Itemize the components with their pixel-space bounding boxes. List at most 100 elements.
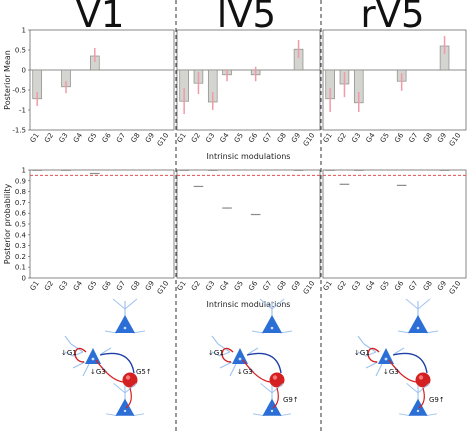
- x-tick-label-G10: G10: [448, 132, 463, 148]
- inhibitory-interneuron: [269, 372, 285, 388]
- dendrite: [375, 363, 383, 377]
- x-tick-label-G5: G5: [86, 280, 98, 293]
- x-tick-label-G1: G1: [322, 132, 334, 145]
- bar-G6: [396, 184, 407, 186]
- plot-frame: [176, 29, 321, 131]
- dendrite: [417, 298, 431, 310]
- x-tick-label-G3: G3: [57, 132, 69, 145]
- soma: [115, 315, 135, 333]
- g-label-G9: G9↑: [283, 396, 299, 404]
- connection: [242, 359, 271, 383]
- soma: [262, 398, 282, 416]
- x-tick-label-G1: G1: [29, 132, 41, 145]
- x-tick-label-G7: G7: [115, 280, 127, 293]
- highlight: [272, 375, 278, 380]
- x-tick-label-G9: G9: [144, 132, 156, 145]
- y-tick-label: 0: [22, 67, 26, 75]
- plot-frame: [29, 169, 175, 279]
- y-tick-label: 0.3: [15, 242, 26, 250]
- deep-pyramidal: [252, 383, 292, 417]
- y-tick-label: 0.2: [15, 253, 26, 261]
- connection: [125, 387, 132, 409]
- connection: [99, 352, 135, 374]
- x-tick-label-G6: G6: [247, 279, 260, 292]
- dendrite: [425, 413, 438, 417]
- x-axis-label: Intrinsic modulations: [207, 152, 291, 161]
- bar-G3: [207, 169, 218, 171]
- interneuron: [415, 372, 431, 388]
- y-tick-label: 1: [22, 27, 26, 35]
- x-tick-label-G7: G7: [407, 132, 419, 145]
- dendrite: [132, 330, 146, 334]
- nucleus: [270, 409, 274, 413]
- bar-G3: [353, 169, 364, 171]
- x-tick-label-G4: G4: [218, 279, 231, 292]
- dendrite: [124, 383, 137, 394]
- chart-5: G1 G2 G3 G4 G5 G6 G7 G8 G9 G10: [322, 169, 467, 296]
- x-tick-label-G7: G7: [115, 132, 127, 145]
- dendrite: [365, 361, 379, 369]
- connection: [246, 352, 282, 374]
- dendrite: [397, 330, 411, 334]
- x-tick-label-G10: G10: [156, 280, 171, 296]
- dendrite: [124, 298, 138, 310]
- g-label-G5: G5↑: [136, 368, 152, 376]
- x-tick-label-G5: G5: [86, 132, 98, 145]
- x-tick-label-G3: G3: [204, 280, 216, 293]
- soma: [115, 398, 135, 416]
- deep-pyramidal: [105, 383, 145, 417]
- dendrite: [357, 351, 367, 357]
- connection: [418, 387, 425, 409]
- x-tick-label-G4: G4: [72, 131, 85, 144]
- dendrite: [357, 335, 365, 345]
- y-tick-label: -0.5: [12, 87, 26, 95]
- circuit-diagram-0: ↓G1 ↓G3 G5↑: [61, 298, 152, 417]
- x-tick-label-G6: G6: [101, 131, 114, 144]
- soma: [262, 315, 282, 333]
- bar-G6: [250, 213, 261, 216]
- dendrite: [113, 383, 126, 394]
- circuit-diagram-1: ↓G1 ↓G3 G9↑: [208, 298, 299, 417]
- nucleus: [238, 357, 242, 361]
- dendrite: [70, 343, 84, 353]
- x-tick-label-G9: G9: [290, 132, 302, 145]
- x-tick-label-G8: G8: [129, 132, 141, 145]
- deep-pyramidal: [398, 383, 438, 417]
- g-label-G3: ↓G3: [90, 368, 106, 376]
- y-tick-label: 0: [22, 275, 26, 283]
- x-tick-label-G7: G7: [407, 280, 419, 293]
- x-tick-label-G2: G2: [190, 132, 202, 145]
- g-label-G3: ↓G3: [237, 368, 253, 376]
- soma: [232, 348, 248, 364]
- y-tick-label: 0.5: [15, 221, 26, 229]
- x-tick-label-G9: G9: [436, 280, 448, 293]
- x-tick-label-G5: G5: [379, 132, 391, 145]
- y-axis-label: Posterior probability: [3, 183, 12, 264]
- self-inhibition-loop: [74, 347, 87, 363]
- g-label-G3: ↓G3: [383, 368, 399, 376]
- bar-G4: [222, 207, 232, 209]
- dendrite: [104, 330, 118, 334]
- inhibitory-interneuron: [415, 372, 431, 388]
- x-tick-label-G3: G3: [350, 280, 362, 293]
- dendrite: [217, 343, 231, 353]
- g-label-G1: ↓G1: [61, 349, 77, 357]
- x-tick-label-G6: G6: [247, 131, 260, 144]
- x-tick-label-G8: G8: [129, 280, 141, 293]
- plot-frame: [176, 169, 321, 279]
- x-tick-label-G9: G9: [436, 132, 448, 145]
- connection: [272, 387, 279, 409]
- dendrite: [64, 351, 74, 357]
- dendrite: [112, 298, 126, 310]
- plot-frame: [322, 169, 467, 279]
- spiny-stellate: [357, 335, 405, 377]
- x-tick-label-G9: G9: [290, 280, 302, 293]
- dendrite: [271, 298, 285, 310]
- x-tick-label-G2: G2: [43, 280, 55, 293]
- x-tick-label-G9: G9: [144, 280, 156, 293]
- dendrite: [417, 383, 430, 394]
- dendrite: [247, 347, 259, 355]
- bar-G9: [439, 169, 450, 171]
- bar-G1: [32, 169, 43, 171]
- x-tick-label-G3: G3: [350, 132, 362, 145]
